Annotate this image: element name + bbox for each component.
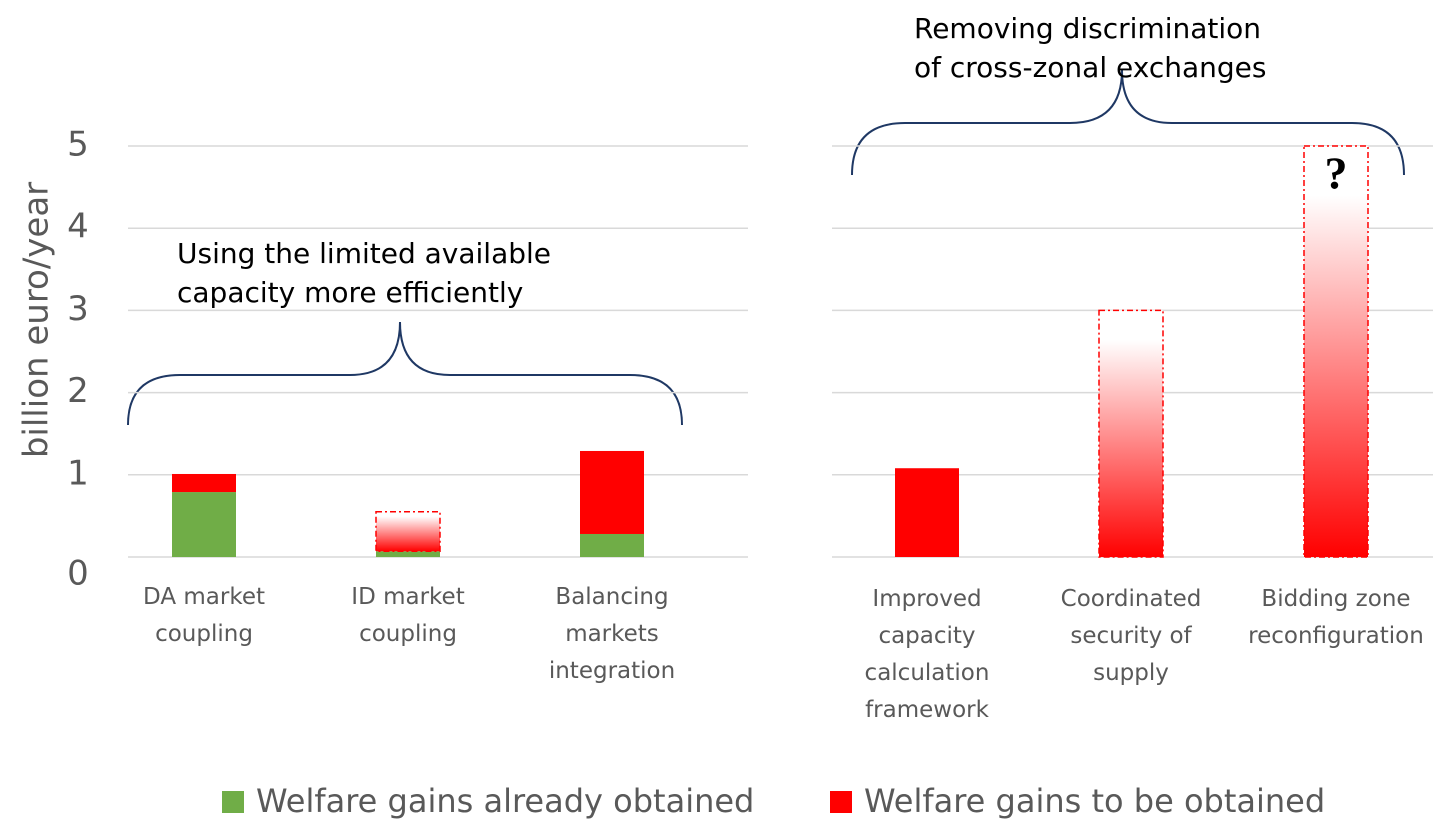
y-axis-label: billion euro/year — [17, 182, 57, 458]
bar — [1098, 309, 1164, 558]
x-tick-label: Coordinated security of supply — [1060, 586, 1202, 686]
annotation: Removing discrimination of cross-zonal e… — [914, 12, 1267, 84]
bar — [1303, 145, 1369, 558]
bar — [376, 551, 440, 557]
annotation-mark: ? — [1325, 148, 1348, 199]
y-tick-label: 1 — [67, 453, 89, 493]
x-tick-label: Improved capacity calculation framework — [864, 586, 990, 723]
brace — [851, 69, 1405, 176]
annotation: Using the limited available capacity mor… — [177, 237, 552, 309]
legend-label: Welfare gains to be obtained — [864, 782, 1325, 819]
bar — [172, 473, 236, 493]
y-tick-label: 4 — [67, 207, 89, 247]
bar — [172, 492, 236, 557]
x-tick-label: DA market coupling — [143, 584, 265, 647]
y-tick-label: 3 — [67, 289, 89, 329]
y-tick-label: 5 — [67, 125, 89, 165]
x-tick-label: Bidding zone reconfiguration — [1248, 586, 1424, 649]
legend-swatch — [222, 791, 244, 813]
bar — [580, 450, 644, 534]
brace — [127, 321, 683, 426]
x-tick-label: ID market coupling — [351, 584, 465, 647]
x-tick-label: Balancing markets integration — [548, 584, 676, 684]
bar — [895, 468, 959, 557]
legend-swatch — [830, 791, 852, 813]
y-tick-label: 2 — [67, 371, 89, 411]
legend-label: Welfare gains already obtained — [256, 782, 754, 819]
bar — [375, 511, 441, 552]
y-tick-label: 0 — [67, 554, 89, 594]
bar — [580, 533, 644, 557]
